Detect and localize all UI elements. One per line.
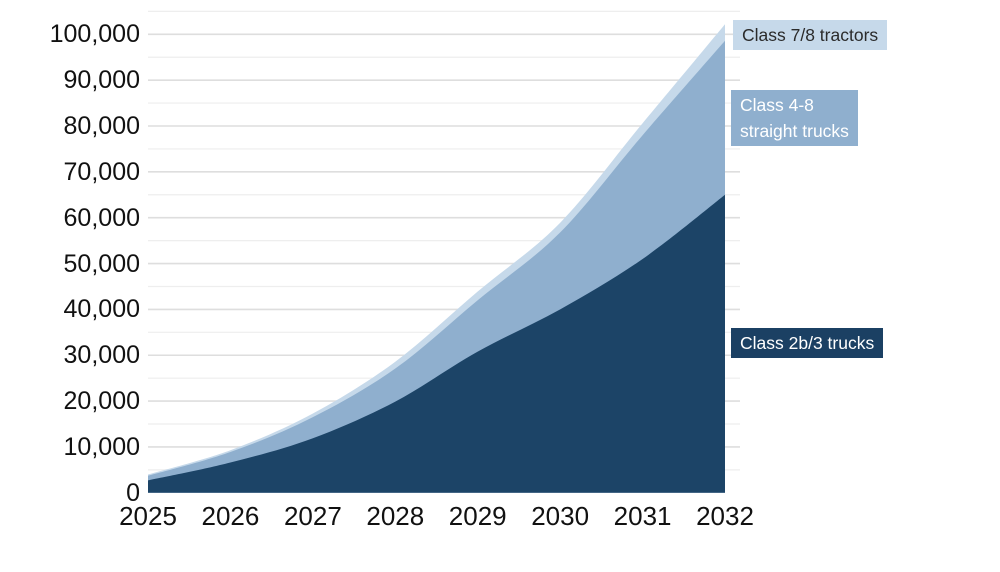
x-tick-label: 2032 [696, 501, 754, 531]
y-tick-label: 0 [126, 478, 140, 507]
plot-areas [148, 24, 725, 493]
legend-label-class-7-8-tractors: Class 7/8 tractors [733, 20, 888, 50]
y-tick-label: 50,000 [63, 249, 140, 278]
legend-text-line1: Class 4-8 [740, 95, 814, 115]
y-tick-label: 30,000 [63, 341, 140, 370]
y-tick-label: 80,000 [63, 112, 140, 140]
y-tick-label: 60,000 [63, 203, 140, 232]
x-tick-label: 2026 [201, 501, 260, 531]
x-tick-label: 2025 [119, 501, 177, 531]
x-tick-label: 2029 [448, 501, 507, 531]
legend-text-line2: straight trucks [740, 121, 849, 141]
x-tick-label: 2031 [613, 501, 672, 531]
legend-label-class-4-8-straight-trucks: Class 4-8 straight trucks [731, 90, 858, 146]
y-tick-label: 90,000 [63, 66, 140, 95]
x-tick-label: 2030 [531, 501, 590, 531]
x-tick-label: 2027 [283, 501, 342, 531]
legend-label-class-2b-3-trucks: Class 2b/3 trucks [731, 328, 884, 358]
y-tick-label: 100,000 [49, 20, 140, 49]
area-class-2b-3-trucks [148, 194, 725, 493]
legend-text: Class 2b/3 trucks [740, 333, 875, 353]
x-tick-label: 2028 [366, 501, 425, 531]
y-tick-label: 20,000 [63, 387, 140, 416]
y-tick-label: 40,000 [63, 295, 140, 324]
legend-text: Class 7/8 tractors [742, 25, 879, 45]
y-tick-label: 70,000 [63, 157, 140, 186]
y-tick-label: 10,000 [63, 432, 140, 461]
